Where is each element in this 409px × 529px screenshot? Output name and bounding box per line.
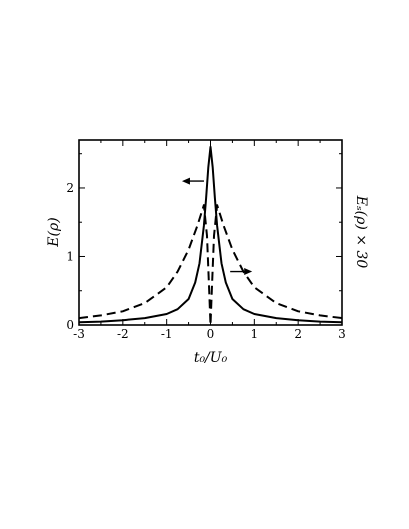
y-tick-label: 1 [66,249,74,263]
annotation-arrows [181,177,253,276]
x-tick-label: 1 [251,327,259,341]
y-tick-label: 0 [66,318,74,332]
arrow-right-head [244,268,253,276]
arrow-left-head [181,177,190,185]
x-tick-label: -2 [117,327,129,341]
y-axis-label-right: Eₛ(ρ) × 30 [353,195,369,269]
x-axis-label: t₀/U₀ [194,350,228,366]
plot-frame [78,139,343,326]
tick-labels: -3 -2 -1 0 1 2 3 0 1 2 [66,181,345,341]
y-axis-label-left: E(ρ) [46,217,62,247]
x-tick-label: 0 [207,327,215,341]
plot-lines [78,145,343,326]
axis-ticks [78,140,343,326]
x-tick-label: 3 [338,327,346,341]
y-tick-label: 2 [66,181,74,195]
x-tick-label: -1 [161,327,173,341]
series-line-dashed [78,204,343,326]
series-line-solid [78,145,343,324]
x-tick-label: -3 [73,327,85,341]
x-tick-label: 2 [294,327,302,341]
